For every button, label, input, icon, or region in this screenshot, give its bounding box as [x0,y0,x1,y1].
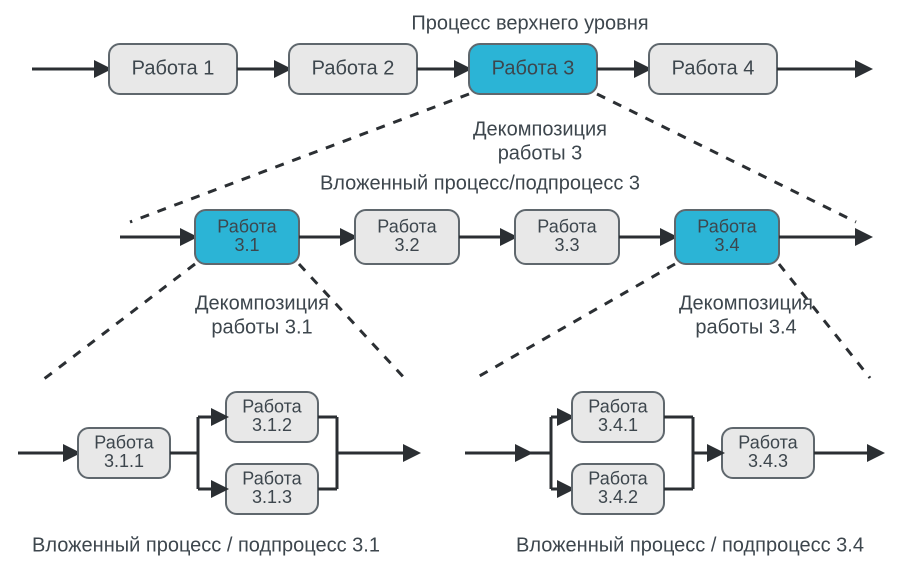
dashed-d31-r [299,264,408,382]
title-sub3: Вложенный процесс/подпроцесс 3 [320,172,640,194]
dashed-d3-r [597,94,856,222]
node-n1: Работа 1 [109,44,237,94]
node-n34-label-1: Работа [697,216,757,236]
node-n312-label-1: Работа [242,396,302,416]
node-n313-label-1: Работа [242,468,302,488]
label-decomp31-1: Декомпозиция [195,292,329,314]
node-n34: Работа3.4 [675,210,779,264]
node-n32: Работа3.2 [355,210,459,264]
label-decomp31-2: работы 3.1 [211,316,312,338]
node-n32-label-2: 3.2 [394,235,419,255]
node-n33: Работа3.3 [515,210,619,264]
node-n31-label-1: Работа [217,216,277,236]
title-top: Процесс верхнего уровня [411,12,648,34]
node-n342-label-1: Работа [588,468,648,488]
node-n311: Работа3.1.1 [78,428,170,478]
dashed-d3-l [130,94,469,222]
dashed-d34-l [476,264,675,378]
node-n311-label-1: Работа [94,432,154,452]
dashed-d31-l [40,264,195,382]
node-n1-label: Работа 1 [132,57,215,79]
node-n313-label-2: 3.1.3 [252,487,292,507]
node-n32-label-1: Работа [377,216,437,236]
node-n31-label-2: 3.1 [234,235,259,255]
node-n312: Работа3.1.2 [226,392,318,442]
node-n342: Работа3.4.2 [572,464,664,514]
node-n343-label-2: 3.4.3 [748,451,788,471]
caption-left: Вложенный процесс / подпроцесс 3.1 [32,534,380,556]
node-n2-label: Работа 2 [312,57,395,79]
label-decomp3-2: работы 3 [498,142,583,164]
node-n343: Работа3.4.3 [722,428,814,478]
node-n311-label-2: 3.1.1 [104,451,144,471]
node-n341-label-1: Работа [588,396,648,416]
node-n34-label-2: 3.4 [714,235,739,255]
label-decomp34-1: Декомпозиция [679,292,813,314]
process-decomposition-diagram: Работа 1Работа 2Работа 3Работа 4Работа3.… [0,0,902,563]
node-n3: Работа 3 [469,44,597,94]
node-n33-label-2: 3.3 [554,235,579,255]
node-n341: Работа3.4.1 [572,392,664,442]
label-decomp3-1: Декомпозиция [473,118,607,140]
label-decomp34-2: работы 3.4 [695,316,796,338]
node-n4-label: Работа 4 [672,57,755,79]
node-n342-label-2: 3.4.2 [598,487,638,507]
node-n2: Работа 2 [289,44,417,94]
node-n31: Работа3.1 [195,210,299,264]
node-n3-label: Работа 3 [492,57,575,79]
node-n4: Работа 4 [649,44,777,94]
node-n343-label-1: Работа [738,432,798,452]
node-n341-label-2: 3.4.1 [598,415,638,435]
node-n313: Работа3.1.3 [226,464,318,514]
caption-right: Вложенный процесс / подпроцесс 3.4 [516,534,864,556]
node-n33-label-1: Работа [537,216,597,236]
node-n312-label-2: 3.1.2 [252,415,292,435]
